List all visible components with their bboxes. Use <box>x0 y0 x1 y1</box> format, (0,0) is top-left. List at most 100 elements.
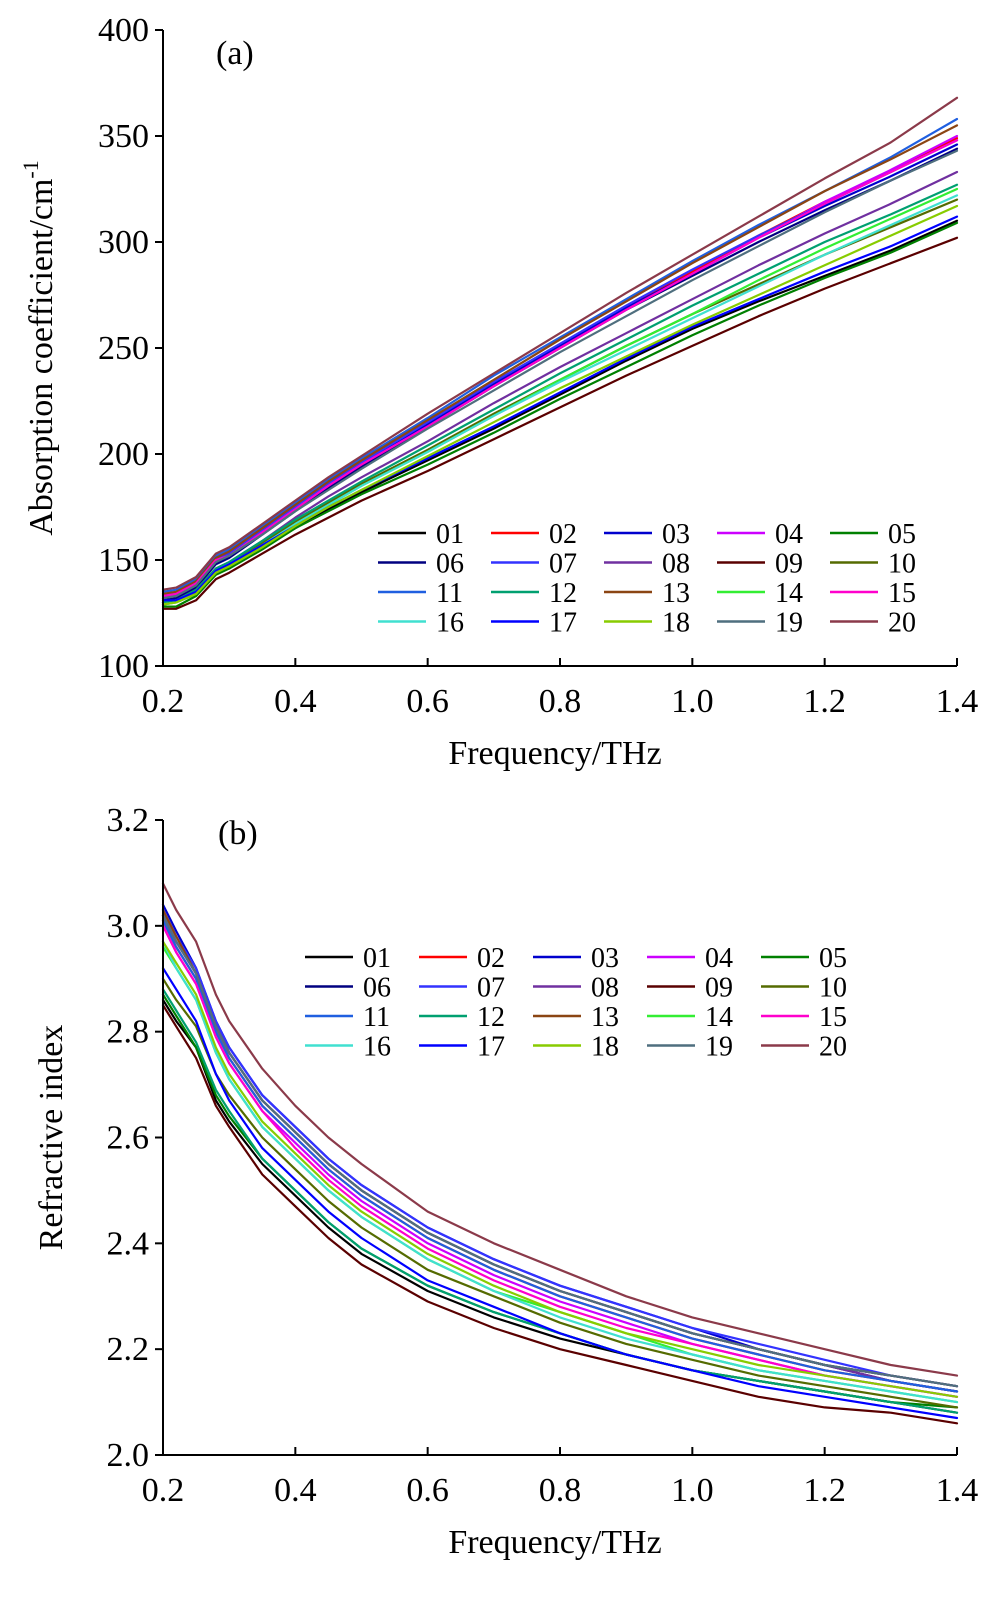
series-line-15 <box>161 924 959 1398</box>
legend-label-16: 16 <box>363 1032 391 1063</box>
legend-label-04: 04 <box>775 519 803 550</box>
x-tick-label: 0.8 <box>539 683 582 720</box>
legend-label-07: 07 <box>477 973 505 1004</box>
series-line-12 <box>161 183 959 604</box>
legend-label-05: 05 <box>888 519 916 550</box>
legend-label-14: 14 <box>705 1002 733 1033</box>
legend-label-17: 17 <box>477 1032 505 1063</box>
series-line-09 <box>161 236 959 610</box>
y-tick-label: 2.6 <box>107 1120 150 1157</box>
series-line-20 <box>161 882 959 1377</box>
x-axis-title: Frequency/THz <box>448 1524 661 1561</box>
legend-label-10: 10 <box>888 549 916 580</box>
y-tick-label: 350 <box>98 118 149 155</box>
legend-label-20: 20 <box>888 608 916 639</box>
series-line-20 <box>161 96 959 591</box>
series-line-18 <box>161 204 959 606</box>
x-tick-label: 0.2 <box>142 1472 185 1509</box>
x-tick-label: 0.8 <box>539 1472 582 1509</box>
panel-label: (b) <box>218 815 258 852</box>
y-tick-label: 250 <box>98 330 149 367</box>
y-tick-label: 150 <box>98 542 149 579</box>
y-tick-label: 200 <box>98 436 149 473</box>
legend-label-11: 11 <box>363 1002 390 1033</box>
series-group <box>161 882 959 1425</box>
series-line-07 <box>161 908 959 1388</box>
legend-label-07: 07 <box>549 549 577 580</box>
legend-label-02: 02 <box>477 943 505 974</box>
legend-label-15: 15 <box>888 578 916 609</box>
legend-label-08: 08 <box>591 973 619 1004</box>
y-tick-label: 3.0 <box>107 908 150 945</box>
x-tick-label: 1.0 <box>671 683 714 720</box>
absorption-chart-panel: 0.2 0.4 0.6 0.8 1.0 1.2 1.4 100 150 200 250 300 350 4… <box>18 12 978 772</box>
legend-label-14: 14 <box>775 578 803 609</box>
legend-label-06: 06 <box>436 549 464 580</box>
y-axis-title: Absorption coefficient/cm-1 <box>18 160 60 536</box>
x-tick-label: 0.6 <box>406 683 449 720</box>
refractive-index-chart-panel: 0.2 0.4 0.6 0.8 1.0 1.2 1.4 2.0 2.2 2.4 2.6 2.8 3.0 3… <box>33 802 978 1561</box>
series-line-13 <box>161 124 959 595</box>
legend-label-09: 09 <box>705 973 733 1004</box>
series-line-18 <box>161 940 959 1398</box>
y-tick-label: 100 <box>98 648 149 685</box>
legend-label-06: 06 <box>363 973 391 1004</box>
x-tick-label: 0.4 <box>274 683 317 720</box>
series-line-11 <box>161 919 959 1393</box>
legend-label-01: 01 <box>436 519 464 550</box>
x-tick-label: 0.2 <box>142 683 185 720</box>
x-tick-label: 1.2 <box>803 1472 846 1509</box>
legend-label-12: 12 <box>477 1002 505 1033</box>
series-group <box>161 96 959 610</box>
series-line-16 <box>161 940 959 1404</box>
series-line-05 <box>161 221 959 608</box>
series-line-15 <box>161 139 959 598</box>
x-tick-label: 1.4 <box>936 683 979 720</box>
legend-label-15: 15 <box>819 1002 847 1033</box>
legend-label-16: 16 <box>436 608 464 639</box>
legend-label-13: 13 <box>591 1002 619 1033</box>
legend-label-02: 02 <box>549 519 577 550</box>
legend-label-19: 19 <box>775 608 803 639</box>
series-line-17 <box>161 967 959 1420</box>
legend-label-03: 03 <box>662 519 690 550</box>
legend: 01 02 03 04 05 06 07 08 09 10 11 12 13 14 15 16 17 18 19 20 <box>378 519 916 639</box>
legend-label-08: 08 <box>662 549 690 580</box>
y-tick-label: 400 <box>98 12 149 49</box>
series-line-19 <box>161 914 959 1388</box>
legend-label-04: 04 <box>705 943 733 974</box>
legend-label-11: 11 <box>436 578 463 609</box>
legend-label-18: 18 <box>662 608 690 639</box>
y-tick-label: 3.2 <box>107 802 150 839</box>
legend: 01 02 03 04 05 06 07 08 09 10 11 12 13 14 15 16 17 18 19 20 <box>305 943 847 1063</box>
y-tick-label: 2.8 <box>107 1014 150 1051</box>
x-axis-title: Frequency/THz <box>448 735 661 772</box>
series-line-19 <box>161 149 959 600</box>
y-axis-title-superscript: -1 <box>18 160 43 178</box>
y-tick-label: 2.0 <box>107 1437 150 1474</box>
x-tick-label: 1.4 <box>936 1472 979 1509</box>
y-tick-label: 2.4 <box>107 1225 150 1262</box>
series-line-12 <box>161 988 959 1414</box>
y-axis-title: Refractive index <box>33 1025 70 1251</box>
y-tick-label: 2.2 <box>107 1331 150 1368</box>
legend-label-18: 18 <box>591 1032 619 1063</box>
legend-label-19: 19 <box>705 1032 733 1063</box>
x-tick-label: 0.6 <box>406 1472 449 1509</box>
x-tick-label: 1.2 <box>803 683 846 720</box>
legend-label-03: 03 <box>591 943 619 974</box>
x-tick-label: 1.0 <box>671 1472 714 1509</box>
x-tick-label: 0.4 <box>274 1472 317 1509</box>
y-tick-label: 300 <box>98 224 149 261</box>
legend-label-01: 01 <box>363 943 391 974</box>
legend-label-05: 05 <box>819 943 847 974</box>
legend-label-20: 20 <box>819 1032 847 1063</box>
legend-label-17: 17 <box>549 608 577 639</box>
legend-label-12: 12 <box>549 578 577 609</box>
series-line-09 <box>161 1004 959 1425</box>
series-line-11 <box>161 117 959 593</box>
legend-label-09: 09 <box>775 549 803 580</box>
legend-label-13: 13 <box>662 578 690 609</box>
panel-label: (a) <box>216 35 254 72</box>
